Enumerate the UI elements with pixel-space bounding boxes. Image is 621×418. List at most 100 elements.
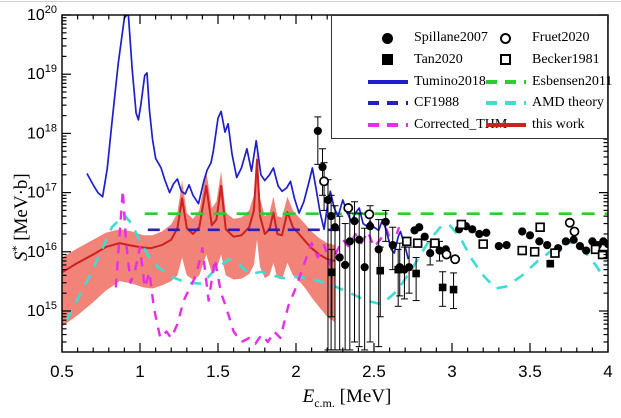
data-point-becker1981 xyxy=(517,245,527,256)
legend-item-corrected-thm: Corrected_THM xyxy=(368,115,507,135)
series-becker1981 xyxy=(402,219,608,260)
data-point-spillane2007 xyxy=(535,237,544,246)
data-point-spillane2007 xyxy=(318,162,327,172)
x-axis-variable: E xyxy=(302,386,315,407)
data-point-spillane2007 xyxy=(327,212,336,221)
data-point-spillane2007 xyxy=(569,235,578,244)
square-filled-icon xyxy=(382,54,393,66)
data-point-spillane2007 xyxy=(330,223,340,232)
data-point-tan2020 xyxy=(438,283,447,292)
x-tick-label: 3 xyxy=(447,362,456,381)
data-point-spillane2007 xyxy=(468,225,477,234)
dashed-line-swatch xyxy=(486,79,526,84)
data-point-spillane2007 xyxy=(561,237,570,246)
data-point-becker1981 xyxy=(529,247,540,257)
data-point-spillane2007 xyxy=(415,223,424,232)
legend-label: Tan2020 xyxy=(414,51,463,67)
data-point-tan2020 xyxy=(328,268,336,277)
legend-item-tumino2018: Tumino2018 xyxy=(368,72,486,92)
series-spillane2007 xyxy=(313,116,608,351)
solid-line-swatch xyxy=(368,79,408,84)
square-open-icon xyxy=(500,54,511,66)
curve-corrected-thm xyxy=(114,188,401,345)
dashed-line-swatch xyxy=(368,101,408,106)
data-point-spillane2007 xyxy=(482,228,491,237)
x-tick-label: 1 xyxy=(135,362,144,381)
x-tick-label: 2 xyxy=(291,362,300,381)
legend-box: Spillane2007 Tan2020 Tumino2018 CF1988 Corre… xyxy=(331,15,612,139)
legend-label: Fruet2020 xyxy=(532,30,590,45)
legend-label: AMD theory xyxy=(532,95,604,111)
uncertainty-band xyxy=(62,151,335,327)
data-point-spillane2007 xyxy=(360,263,369,272)
data-point-spillane2007 xyxy=(494,241,503,251)
data-point-becker1981 xyxy=(412,238,423,248)
data-point-tan2020 xyxy=(412,269,420,278)
y-axis-label: S* [MeV·b] xyxy=(9,162,33,272)
x-tick-label: 2.5 xyxy=(362,362,386,381)
data-point-spillane2007 xyxy=(388,240,397,250)
data-point-spillane2007 xyxy=(426,249,435,258)
data-point-becker1981 xyxy=(535,222,545,232)
y-tick-label: 1015 xyxy=(27,300,57,320)
x-axis-unit: [MeV] xyxy=(334,386,392,407)
x-axis-label: Ec.m. [MeV] xyxy=(262,386,432,411)
data-point-fruet2020 xyxy=(569,226,580,237)
data-point-fruet2020 xyxy=(343,203,354,213)
data-point-tan2020 xyxy=(394,265,402,274)
circle-filled-icon xyxy=(382,32,393,44)
x-tick-label: 1.5 xyxy=(206,362,230,381)
data-point-spillane2007 xyxy=(543,240,552,250)
curve-this-work xyxy=(62,158,336,274)
dashed-line-swatch xyxy=(486,101,526,106)
data-point-spillane2007 xyxy=(525,231,535,240)
y-tick-label: 1019 xyxy=(27,63,57,83)
y-tick-label: 1017 xyxy=(27,182,57,202)
y-axis-unit: [MeV·b] xyxy=(11,173,33,246)
data-point-spillane2007 xyxy=(355,235,364,244)
legend-item-esbensen2011: Esbensen2011 xyxy=(486,72,612,92)
data-point-spillane2007 xyxy=(341,260,350,270)
legend-label: Corrected_THM xyxy=(414,117,508,133)
data-point-spillane2007 xyxy=(518,227,527,236)
legend-label: Tumino2018 xyxy=(414,73,486,89)
y-tick-label: 1018 xyxy=(27,122,57,142)
data-point-becker1981 xyxy=(430,238,440,248)
data-point-tan2020 xyxy=(546,259,555,268)
legend-item-tan2020: Tan2020 xyxy=(368,50,463,70)
data-point-becker1981 xyxy=(402,236,412,247)
x-tick-label: 4 xyxy=(603,362,612,381)
legend-label: Becker1981 xyxy=(532,51,600,67)
plot-area xyxy=(62,15,608,351)
x-tick-label: 3.5 xyxy=(518,362,542,381)
curve-tumino2018 xyxy=(86,15,410,260)
legend-label: Spillane2007 xyxy=(414,30,488,45)
data-point-fruet2020 xyxy=(319,176,330,187)
y-axis-superscript: * xyxy=(8,245,23,252)
data-point-spillane2007 xyxy=(502,240,511,250)
legend-label: this work xyxy=(532,117,585,133)
data-point-fruet2020 xyxy=(450,254,461,265)
data-point-fruet2020 xyxy=(364,209,375,220)
y-tick-label: 1016 xyxy=(27,241,57,261)
legend-item-spillane2007: Spillane2007 xyxy=(368,28,488,48)
data-point-spillane2007 xyxy=(575,241,585,251)
legend-item-cf1988: CF1988 xyxy=(368,93,459,113)
solid-line-swatch xyxy=(486,123,526,128)
series-fruet2020 xyxy=(319,162,580,265)
data-point-spillane2007 xyxy=(420,232,429,241)
data-point-fruet2020 xyxy=(441,249,452,260)
curve-amd-theory xyxy=(65,213,606,321)
data-point-spillane2007 xyxy=(435,246,444,255)
data-point-spillane2007 xyxy=(313,126,322,136)
data-point-becker1981 xyxy=(478,239,488,249)
data-point-tan2020 xyxy=(376,266,385,275)
top-divider xyxy=(0,1,621,2)
data-point-spillane2007 xyxy=(582,246,591,255)
series-tan2020 xyxy=(328,246,555,318)
data-point-tan2020 xyxy=(449,285,458,294)
y-tick-label: 1020 xyxy=(27,4,57,24)
dashed-line-swatch xyxy=(368,123,408,128)
